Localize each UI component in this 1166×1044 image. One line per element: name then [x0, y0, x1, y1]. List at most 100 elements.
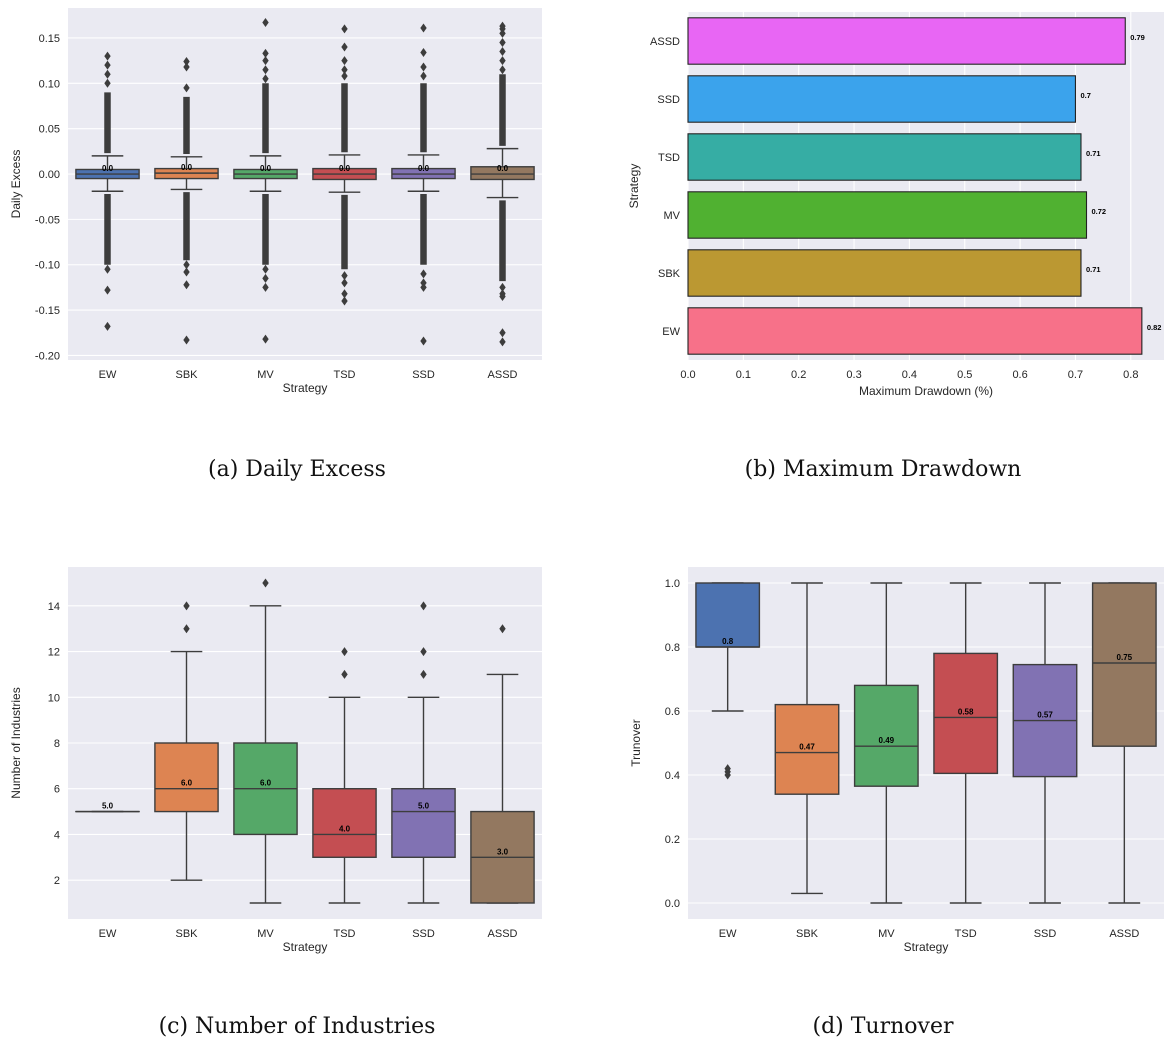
flier [104, 264, 111, 274]
flier [499, 328, 506, 338]
box-ew: 0.0 [75, 51, 140, 331]
flier [183, 62, 190, 72]
y-tick-label: 0.4 [665, 770, 680, 782]
bar-sbk [687, 249, 1082, 297]
box-tsd: 0.0 [312, 24, 377, 306]
flier [104, 285, 111, 295]
box-body [1091, 582, 1157, 747]
x-axis-label: Strategy [283, 381, 328, 395]
flier [499, 56, 506, 66]
panel-c: 2 4 6 8 10 12 14 EW SBK MV TSD SSD ASSD Strategy Numbe… [0, 555, 560, 970]
y-tick-label: SSD [657, 94, 680, 106]
flier [104, 69, 111, 79]
flier [183, 267, 190, 277]
y-tick-label: 0.0 [665, 898, 680, 910]
median-label: 0.0 [102, 164, 114, 173]
y-tick-label: 2 [54, 875, 60, 887]
flier [262, 74, 269, 84]
flier [341, 56, 348, 66]
flier [341, 296, 348, 306]
flier [183, 83, 190, 93]
y-tick-label: 0.2 [665, 834, 680, 846]
median-label: 0.49 [879, 736, 895, 745]
median-label: 0.75 [1117, 653, 1133, 662]
x-tick-label: 0.7 [1068, 369, 1083, 381]
median-label: 0.0 [418, 164, 430, 173]
flier [499, 337, 506, 347]
y-tick-label: EW [662, 326, 680, 338]
median-label: 4.0 [339, 824, 351, 833]
y-tick-label: 10 [48, 692, 60, 704]
box-assd: 0.75 [1091, 582, 1157, 904]
x-tick-label: MV [257, 369, 274, 381]
bar-assd [687, 17, 1126, 65]
x-tick-label: SSD [412, 928, 435, 940]
flier [183, 260, 190, 270]
flier [262, 264, 269, 274]
bar-value-label: 0.7 [1080, 91, 1090, 100]
x-tick-label: EW [99, 928, 117, 940]
plot-background [688, 12, 1164, 360]
x-tick-label: MV [257, 928, 274, 940]
box-sbk: 6.0 [154, 601, 219, 881]
x-tick-label: SSD [1034, 928, 1057, 940]
panel-d: 0.0 0.2 0.4 0.6 0.8 1.0 EW SBK MV TSD SSD ASSD Strat… [600, 555, 1166, 970]
y-tick-label: 0.00 [39, 169, 60, 181]
x-tick-label: SSD [412, 369, 435, 381]
y-tick-label: -0.15 [35, 305, 60, 317]
box-ssd: 0.57 [1012, 582, 1078, 904]
x-tick-label: ASSD [488, 369, 518, 381]
box-tsd: 4.0 [312, 647, 377, 904]
bar-value-label: 0.72 [1092, 207, 1107, 216]
flier [420, 647, 427, 657]
x-tick-label: 0.2 [791, 369, 806, 381]
box-assd: 3.0 [470, 624, 535, 904]
box-ew: 0.8 [695, 582, 761, 780]
y-tick-label: -0.20 [35, 350, 60, 362]
flier [262, 273, 269, 283]
flier [341, 42, 348, 52]
plot-background [688, 567, 1164, 919]
x-tick-label: 0.1 [736, 369, 751, 381]
flier [420, 669, 427, 679]
y-tick-label: SBK [658, 268, 681, 280]
flier [420, 282, 427, 292]
box-assd: 0.0 [470, 21, 535, 347]
y-tick-label: 1.0 [665, 578, 680, 590]
box-body [470, 166, 535, 181]
y-tick-label: 4 [54, 829, 60, 841]
flier [499, 24, 506, 34]
median-label: 0.0 [260, 164, 272, 173]
flier [183, 57, 190, 67]
chart-daily-excess: -0.20 -0.15 -0.10 -0.05 0.00 0.05 0.10 0.15 EW SB… [9, 8, 542, 395]
flier [499, 28, 506, 38]
box-body [774, 703, 840, 795]
x-tick-label: ASSD [488, 928, 518, 940]
y-tick-label: 6 [54, 784, 60, 796]
y-tick-label: -0.05 [35, 214, 60, 226]
y-tick-label: 0.8 [665, 642, 680, 654]
y-tick-label: 14 [48, 601, 60, 613]
flier [341, 271, 348, 281]
median-label: 0.0 [497, 164, 509, 173]
flier [183, 335, 190, 345]
flier [499, 65, 506, 75]
bar-tsd [687, 133, 1082, 181]
median-label: 0.8 [722, 637, 734, 646]
flier [183, 624, 190, 634]
flier [499, 624, 506, 634]
plot-background [68, 8, 542, 360]
flier [420, 269, 427, 279]
caption-d: (d) Turnover [812, 1014, 954, 1039]
flier [262, 65, 269, 75]
box-tsd: 0.58 [933, 582, 999, 904]
median-label: 6.0 [260, 779, 272, 788]
flier [262, 282, 269, 292]
box-body [312, 788, 377, 858]
median-label: 6.0 [181, 779, 193, 788]
chart-maximum-drawdown: 0.0 0.1 0.2 0.3 0.4 0.5 0.6 0.7 0.8 Maximum Drawd… [627, 12, 1164, 398]
y-tick-label: 0.10 [39, 78, 60, 90]
panel-a: -0.20 -0.15 -0.10 -0.05 0.00 0.05 0.10 0.15 EW SB… [0, 0, 560, 415]
x-tick-label: 0.3 [846, 369, 861, 381]
flier [262, 578, 269, 588]
